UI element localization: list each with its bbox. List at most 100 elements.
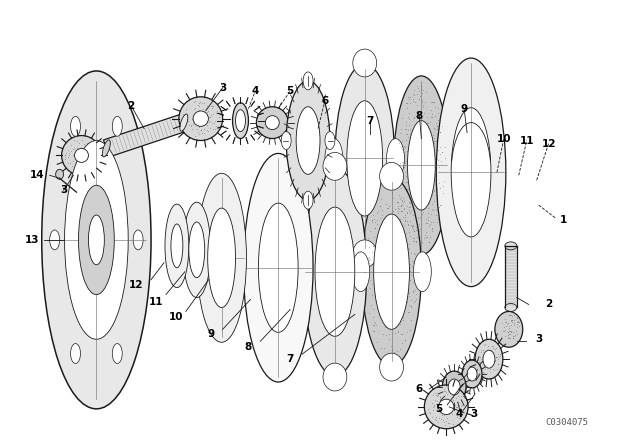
- Point: [396, 208, 406, 215]
- Point: [431, 211, 441, 218]
- Point: [494, 353, 504, 360]
- Point: [389, 349, 399, 356]
- Text: 10: 10: [497, 134, 511, 143]
- Point: [371, 216, 381, 224]
- Point: [435, 128, 445, 135]
- Point: [397, 313, 408, 320]
- Point: [449, 387, 460, 394]
- Point: [403, 288, 413, 295]
- Point: [432, 125, 442, 132]
- Point: [390, 317, 400, 324]
- Point: [444, 419, 454, 426]
- Point: [406, 154, 416, 161]
- Text: 12: 12: [129, 280, 143, 289]
- Point: [486, 349, 496, 356]
- Point: [419, 124, 429, 131]
- Point: [440, 388, 451, 396]
- Point: [211, 122, 221, 129]
- Point: [419, 209, 429, 216]
- Point: [372, 209, 382, 216]
- Point: [400, 258, 410, 265]
- Point: [421, 175, 431, 182]
- Point: [410, 158, 420, 165]
- Point: [202, 108, 212, 116]
- Point: [422, 119, 432, 126]
- Point: [419, 193, 429, 200]
- Point: [400, 336, 410, 344]
- Point: [402, 328, 412, 336]
- Point: [408, 131, 418, 138]
- Point: [396, 185, 406, 192]
- Point: [495, 350, 505, 358]
- Point: [492, 366, 502, 373]
- Point: [424, 118, 435, 125]
- Point: [406, 175, 417, 182]
- Point: [405, 217, 415, 224]
- Point: [392, 276, 402, 284]
- Point: [381, 260, 392, 267]
- Point: [410, 132, 420, 139]
- Point: [195, 99, 205, 107]
- Point: [435, 393, 445, 401]
- Point: [388, 236, 399, 243]
- Point: [502, 331, 513, 338]
- Point: [400, 237, 410, 245]
- Point: [410, 163, 420, 170]
- Point: [404, 175, 415, 182]
- Point: [408, 288, 418, 295]
- Point: [397, 138, 407, 145]
- Point: [489, 354, 499, 361]
- Point: [212, 108, 222, 115]
- Point: [72, 168, 83, 175]
- Point: [92, 151, 102, 158]
- Point: [399, 229, 410, 236]
- Point: [388, 234, 398, 241]
- Point: [501, 323, 511, 330]
- Point: [391, 215, 401, 222]
- Point: [485, 365, 495, 372]
- Point: [390, 206, 400, 213]
- Point: [401, 158, 411, 165]
- Point: [421, 228, 431, 235]
- Point: [500, 332, 511, 340]
- Point: [390, 249, 400, 256]
- Point: [374, 266, 385, 273]
- Point: [412, 102, 422, 109]
- Point: [375, 214, 385, 221]
- Point: [381, 259, 392, 267]
- Point: [408, 235, 418, 242]
- Ellipse shape: [325, 132, 335, 150]
- Point: [362, 234, 372, 241]
- Point: [397, 196, 408, 203]
- Point: [376, 244, 386, 251]
- Point: [88, 155, 98, 162]
- Point: [399, 336, 410, 344]
- Point: [186, 116, 196, 123]
- Point: [410, 148, 420, 155]
- Point: [362, 263, 372, 270]
- Point: [429, 188, 439, 195]
- Point: [506, 335, 516, 342]
- Point: [394, 191, 404, 198]
- Point: [392, 235, 402, 242]
- Point: [429, 138, 440, 145]
- Point: [478, 369, 488, 376]
- Ellipse shape: [171, 224, 183, 268]
- Point: [379, 345, 389, 352]
- Point: [505, 327, 515, 334]
- Point: [183, 117, 193, 125]
- Point: [424, 150, 435, 157]
- Point: [412, 198, 422, 205]
- Text: 9: 9: [207, 329, 214, 339]
- Point: [418, 103, 428, 111]
- Point: [397, 278, 407, 285]
- Point: [376, 230, 387, 237]
- Point: [448, 393, 458, 401]
- Point: [394, 206, 404, 213]
- Point: [417, 169, 428, 176]
- Point: [69, 137, 79, 144]
- Point: [194, 117, 204, 124]
- Point: [430, 125, 440, 133]
- Point: [413, 214, 423, 221]
- Point: [508, 334, 518, 341]
